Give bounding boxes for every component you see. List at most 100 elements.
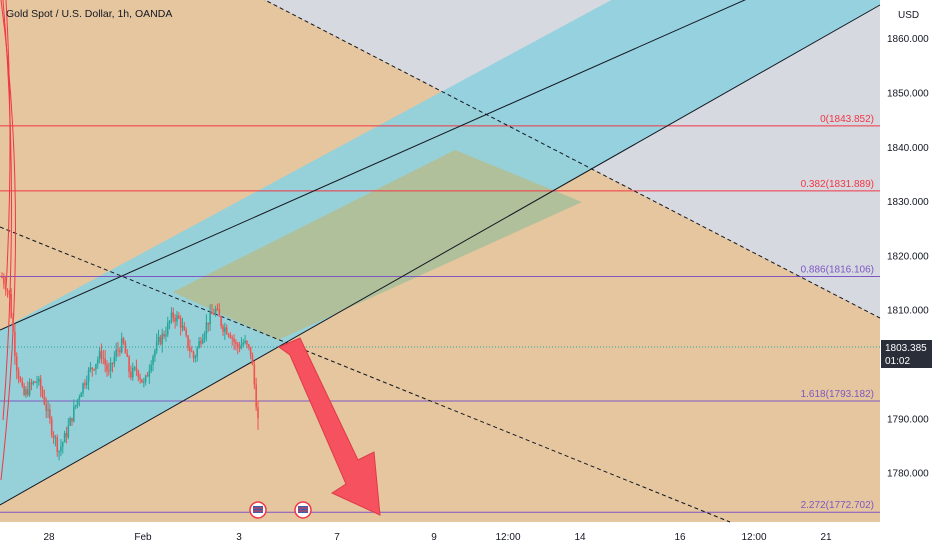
candle-body [141,379,143,383]
candle-body [32,381,35,384]
us-flag-event-icon[interactable] [249,501,267,519]
fib-circle-arcs[interactable] [0,0,16,481]
candle-body [240,344,243,349]
candle-body [133,367,136,369]
y-tick-label: 1820.000 [887,251,929,262]
candle-body [181,325,184,328]
candle-body [73,406,75,422]
candle-body [104,358,106,365]
candle-body [3,277,5,285]
price-countdown: 01:02 [885,356,910,367]
candle-body [227,334,230,336]
candle-body [211,311,213,315]
candle-body [196,347,199,357]
current-price-value: 1803.385 [885,343,927,354]
forecast-arrow-shape[interactable] [277,337,381,516]
candle-body [6,290,9,292]
candle-body [89,367,92,371]
candle-body [130,371,132,378]
candle-body [235,342,237,344]
orange-channel-lower-line[interactable] [0,226,731,523]
candle-body [102,357,105,359]
candle-body [50,418,53,435]
candle-body [14,331,16,357]
candle-body [100,351,103,358]
candle-body [21,381,24,386]
candle-body [36,381,38,383]
candle-body [71,417,73,422]
blue-channel-lower-line[interactable] [0,4,881,506]
blue-channel-upper-line[interactable] [0,0,756,331]
x-tick-label: 28 [43,532,55,543]
candle-body [179,318,182,328]
candle-body [87,370,90,383]
candle-body [49,409,51,419]
candle-body [194,356,197,358]
candle-body [126,353,129,357]
chart-title: Gold Spot / U.S. Dollar, 1h, OANDA [6,8,172,20]
candles [1,272,259,461]
candle-body [109,362,112,371]
candle-body [115,349,117,357]
candle-body [161,333,164,345]
candle-body [242,342,245,345]
candle-body [23,385,25,395]
candle-body [120,338,123,353]
candle-body [207,322,210,325]
candle-body [25,389,27,395]
x-axis-ticks: 28 Feb 3 7 9 12:00 14 16 12:00 21 [43,532,832,543]
candle-body [47,409,49,411]
candle-body [209,311,211,325]
candle-body [135,367,138,371]
candle-body [148,370,151,377]
candle-body [67,425,70,438]
candle-body [150,364,152,371]
candle-body [246,340,248,345]
candle-body [238,347,241,349]
candle-body [183,325,186,331]
fib-lines[interactable]: 0(1843.852) 0.382(1831.889) 0.886(1816.106… [0,114,880,513]
us-flag-event-icon[interactable] [294,501,312,519]
candle-body [1,277,3,279]
candle-body [34,381,36,383]
y-tick-label: 1840.000 [887,143,929,154]
candle-body [26,389,29,395]
candle-body [249,346,252,356]
candle-body [56,437,59,452]
candle-body [178,315,180,319]
candle-body [154,350,156,357]
candle-body [253,364,256,385]
time-axis-background [0,522,880,550]
candle-body [251,355,254,365]
candle-body [65,433,68,438]
candle-body [176,315,178,322]
candle-body [159,336,162,345]
candle-body [108,370,110,372]
x-tick-label: 21 [820,532,832,543]
candle-body [218,309,221,317]
candle-body [128,356,130,372]
candle-body [146,375,149,377]
candle-body [95,364,97,370]
channel-lines[interactable] [0,0,881,523]
event-markers[interactable] [249,501,312,519]
candle-body [106,364,108,371]
candle-body [174,317,176,322]
price-axis-background [880,0,932,550]
candle-body [122,338,125,344]
candle-body [247,344,250,347]
x-tick-label: 16 [674,532,686,543]
candle-body [111,362,114,364]
current-price-badge: 1803.385 01:02 [881,340,932,368]
candle-body [144,375,147,382]
channel-overlap [173,150,582,340]
candle-body [224,327,226,332]
forecast-arrow[interactable] [277,337,381,516]
candle-body [212,314,215,316]
candle-body [76,399,79,406]
candle-body [39,378,42,390]
candle-body [205,322,208,334]
candle-body [220,316,222,327]
candle-body [190,350,193,352]
